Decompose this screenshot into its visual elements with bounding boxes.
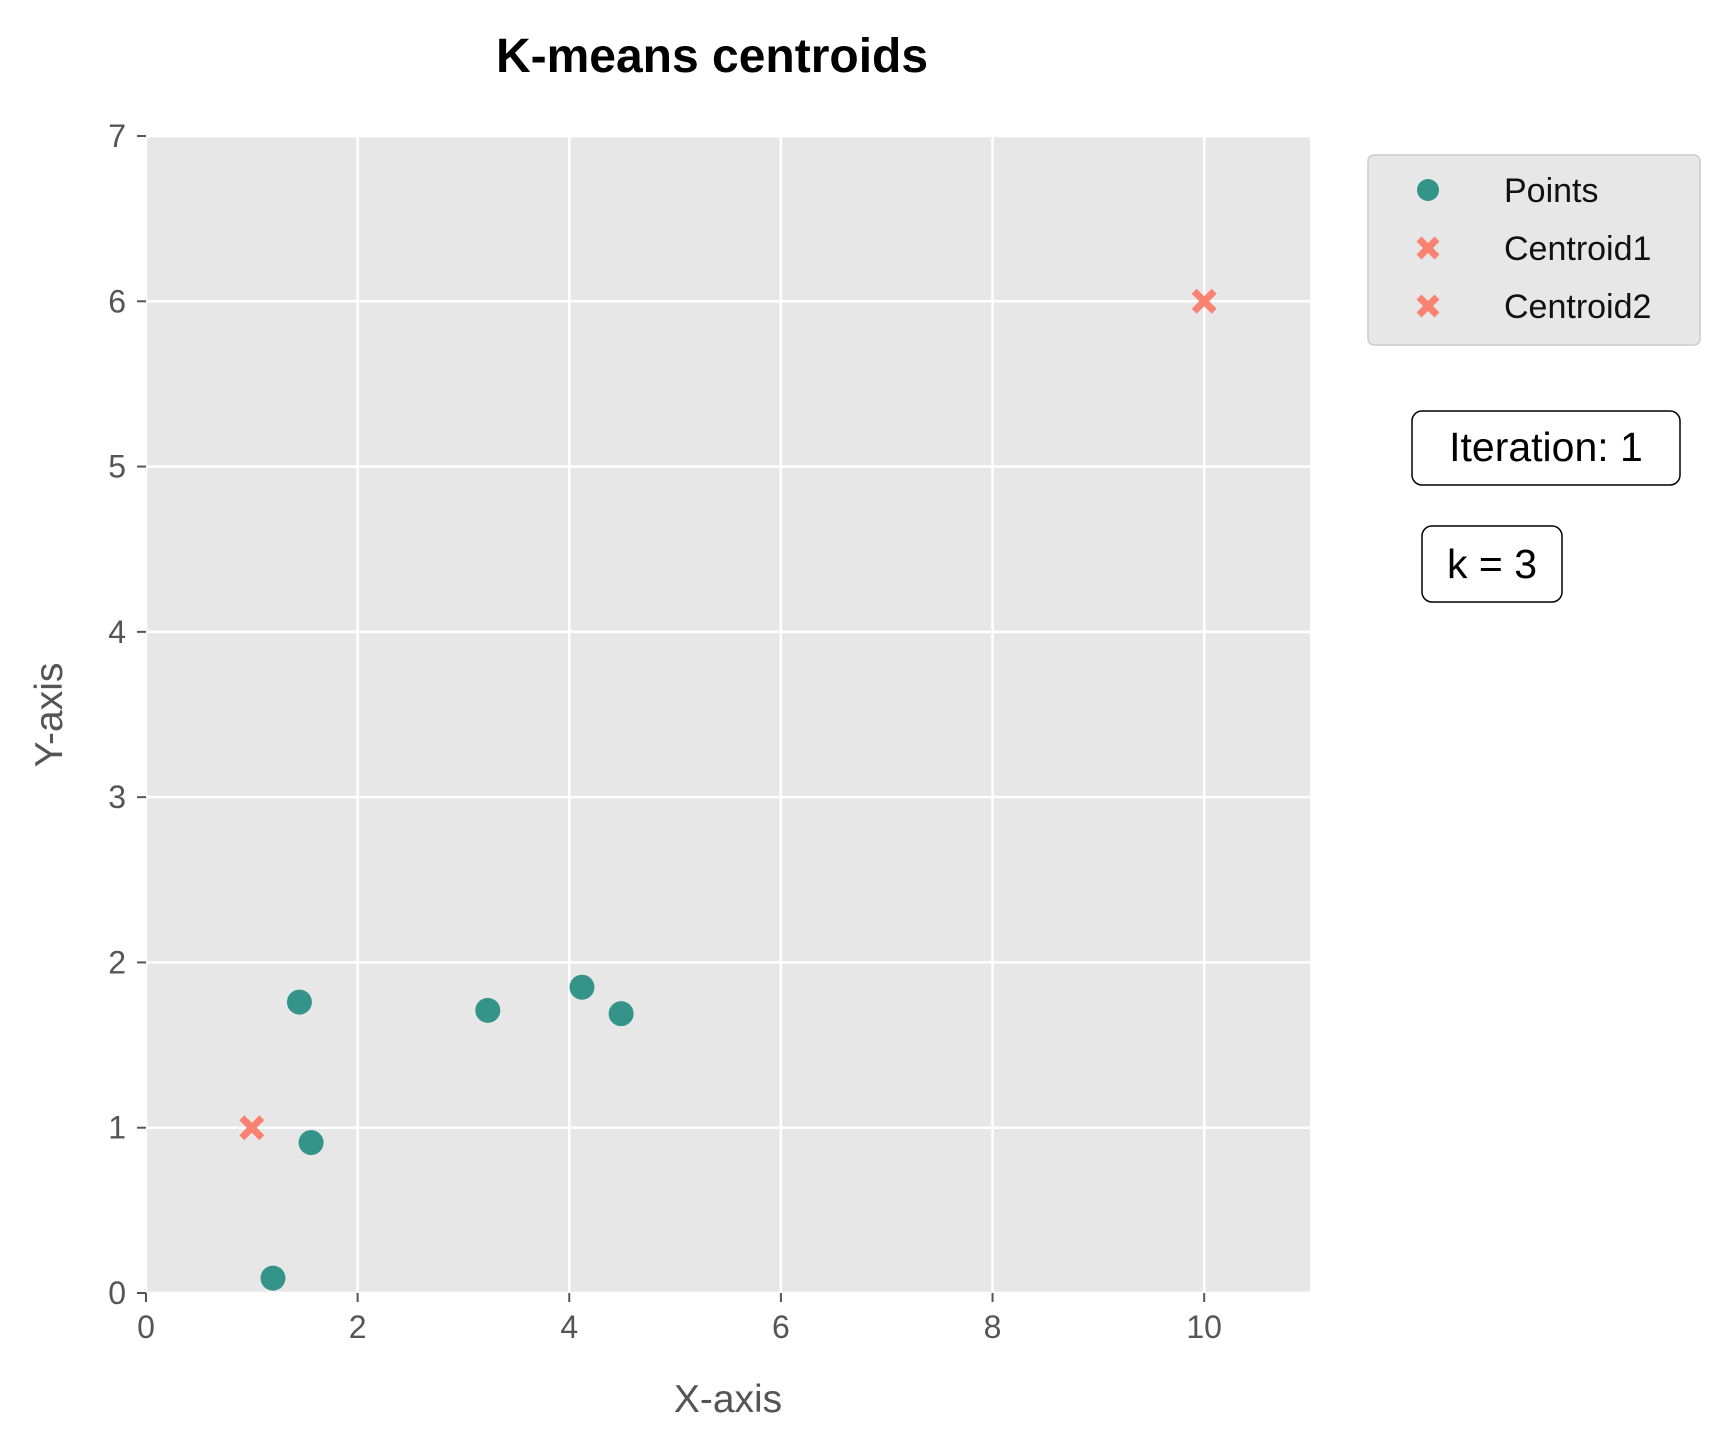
iteration-box [1411,410,1681,486]
x-axis-label: X-axis [674,1378,782,1421]
legend-label: Centroid1 [1504,230,1651,268]
y-axis-label: Y-axis [28,663,71,768]
legend-marker-circle [1417,179,1439,201]
grid [144,134,1310,1295]
k-box [1421,525,1563,603]
axes: 0 2 4 6 8 10 0 1 2 3 4 5 6 7 [108,118,1222,1345]
centroid-marker [1191,288,1217,314]
chart-title: K-means centroids [496,30,928,83]
data-marks [239,288,1217,1291]
x-tick-label: 6 [772,1309,790,1345]
point-marker [608,1001,634,1027]
k-text: k = 3 [1447,541,1537,587]
y-tick-label: 2 [108,944,126,980]
legend-frame [1367,154,1701,346]
point-marker [298,1130,324,1156]
k-annotation: k = 3 [1421,525,1563,603]
y-tick-label: 5 [108,449,126,485]
y-tick-label: 4 [108,614,126,650]
x-tick-label: 2 [349,1309,367,1345]
plot-area [146,136,1310,1293]
legend: Points Centroid1 Centroid2 [1367,154,1701,346]
y-tick-label: 1 [108,1110,126,1146]
point-marker [475,997,501,1023]
x-tick-label: 4 [560,1309,578,1345]
legend-marker-x [1416,236,1440,260]
y-tick-label: 7 [108,118,126,154]
x-tick-label: 8 [984,1309,1002,1345]
x-tick-label: 0 [137,1309,155,1345]
point-marker [260,1265,286,1291]
legend-label: Centroid2 [1504,288,1651,326]
x-tick-label: 10 [1186,1309,1222,1345]
centroid-marker [239,1115,265,1141]
iteration-text: Iteration: 1 [1449,424,1643,470]
iteration-annotation: Iteration: 1 [1411,410,1681,486]
point-marker [569,974,595,1000]
legend-label: Points [1504,172,1599,210]
point-marker [286,989,312,1015]
y-tick-label: 6 [108,283,126,319]
y-tick-label: 3 [108,779,126,815]
y-tick-label: 0 [108,1275,126,1311]
legend-marker-x [1416,294,1440,318]
